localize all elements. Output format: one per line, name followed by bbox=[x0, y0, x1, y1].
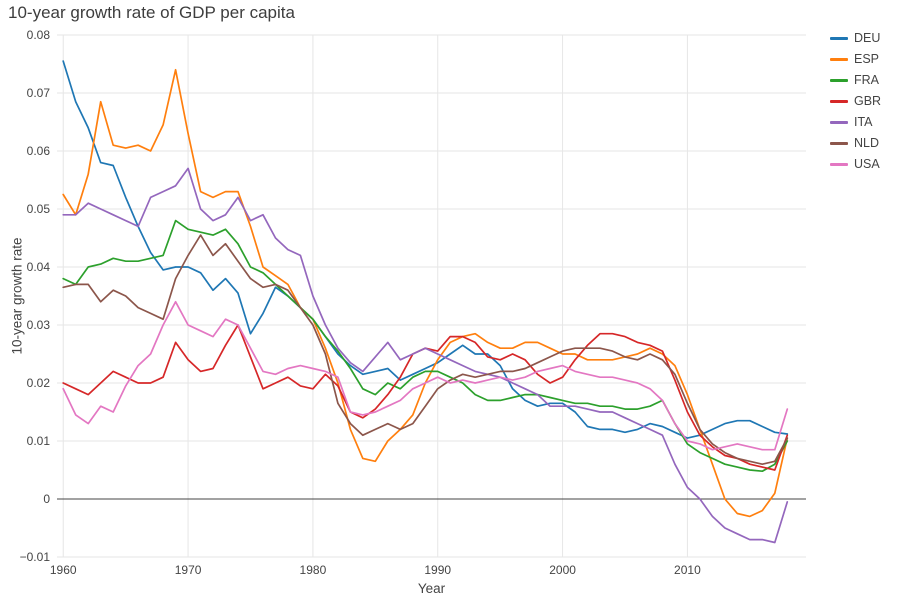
x-tick-label: 1960 bbox=[50, 563, 77, 577]
legend: DEU ESP FRA GBR ITA NLD USA bbox=[830, 31, 881, 171]
legend-label: FRA bbox=[854, 73, 879, 87]
legend-label: NLD bbox=[854, 136, 880, 150]
x-tick-label: 2000 bbox=[549, 563, 576, 577]
y-tick-label: 0.05 bbox=[27, 202, 51, 216]
legend-item-USA[interactable]: USA bbox=[830, 157, 881, 171]
legend-item-DEU[interactable]: DEU bbox=[830, 31, 881, 45]
x-axis-title: Year bbox=[417, 581, 446, 596]
legend-line-swatch bbox=[830, 99, 848, 103]
x-tick-label: 1990 bbox=[424, 563, 451, 577]
axis-tick-labels: 0.080.070.060.050.040.030.020.010−0.0119… bbox=[20, 28, 701, 577]
legend-line-swatch bbox=[830, 36, 848, 40]
x-tick-label: 2010 bbox=[674, 563, 701, 577]
series-line-DEU bbox=[62, 60, 789, 439]
x-tick-label: 1970 bbox=[175, 563, 202, 577]
series-line-USA bbox=[62, 300, 789, 451]
legend-line-swatch bbox=[830, 57, 848, 61]
legend-line-swatch bbox=[830, 162, 848, 166]
chart-title: 10-year growth rate of GDP per capita bbox=[8, 3, 295, 22]
y-tick-label: 0.01 bbox=[27, 434, 51, 448]
legend-label: USA bbox=[854, 157, 880, 171]
legend-line-swatch bbox=[830, 120, 848, 124]
legend-label: GBR bbox=[854, 94, 882, 108]
legend-item-GBR[interactable]: GBR bbox=[830, 94, 881, 108]
legend-label: ITA bbox=[854, 115, 873, 129]
y-tick-label: 0.08 bbox=[27, 28, 51, 42]
legend-item-ITA[interactable]: ITA bbox=[830, 115, 881, 129]
legend-label: DEU bbox=[854, 31, 881, 45]
legend-line-swatch bbox=[830, 141, 848, 145]
legend-line-swatch bbox=[830, 78, 848, 82]
x-tick-label: 1980 bbox=[300, 563, 327, 577]
legend-item-ESP[interactable]: ESP bbox=[830, 52, 881, 66]
series-line-NLD bbox=[62, 234, 789, 466]
series-line-ITA bbox=[62, 167, 789, 544]
legend-label: ESP bbox=[854, 52, 880, 66]
gridlines bbox=[57, 34, 806, 558]
legend-item-NLD[interactable]: NLD bbox=[830, 136, 881, 150]
y-tick-label: 0.07 bbox=[27, 86, 51, 100]
series-lines bbox=[62, 60, 789, 544]
y-tick-label: 0.06 bbox=[27, 144, 51, 158]
legend-item-FRA[interactable]: FRA bbox=[830, 73, 881, 87]
y-tick-label: 0.03 bbox=[27, 318, 51, 332]
y-tick-label: 0.04 bbox=[27, 260, 51, 274]
y-tick-label: −0.01 bbox=[20, 550, 51, 564]
y-tick-label: 0.02 bbox=[27, 376, 51, 390]
y-axis-title: 10-year growth rate bbox=[9, 237, 25, 355]
series-line-GBR bbox=[62, 324, 789, 471]
y-tick-label: 0 bbox=[43, 492, 50, 506]
